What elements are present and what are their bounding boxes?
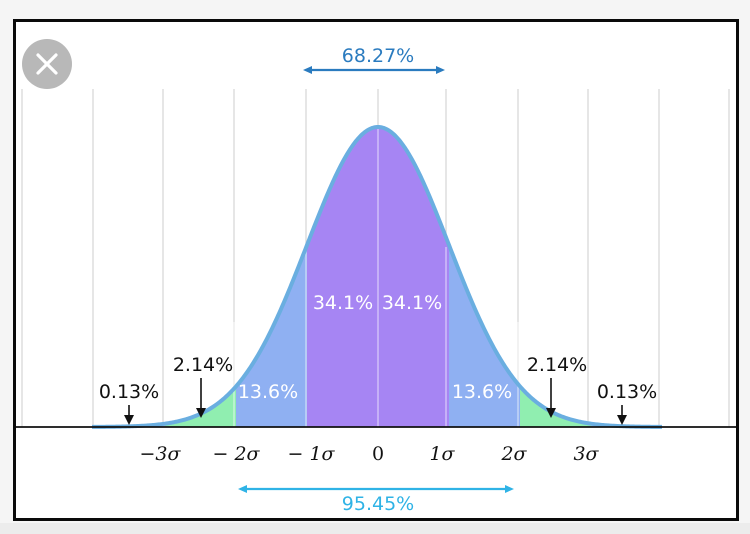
middle-right-label: 13.6% [452,381,512,403]
close-icon [36,53,58,75]
tick-minus-1-sigma: − 1σ [287,443,335,465]
figure-frame: 68.27% 95.45% 34.1% 34.1% 13.6% 13.6% 2.… [13,19,739,521]
middle-left-label: 13.6% [238,381,298,403]
bell-curve [91,124,663,429]
top-range-label: 68.27% [342,45,414,67]
outer-left-label: 2.14% [173,354,233,376]
outer-right-label: 2.14% [527,354,587,376]
tick-2-sigma: 2σ [500,443,527,465]
tick-3-sigma: 3σ [573,443,599,465]
bottom-strip [0,523,750,534]
tail-right-label: 0.13% [597,381,657,403]
tick-minus-3-sigma: −3σ [140,443,182,465]
region-outer-right [520,386,591,427]
tail-left-label: 0.13% [99,381,159,403]
inner-gridlines [233,126,519,427]
region-inner-right [378,127,449,427]
inner-left-label: 34.1% [313,292,373,314]
close-button[interactable] [22,39,72,89]
bottom-range-label: 95.45% [342,493,414,515]
region-inner-left [307,127,378,427]
tick-1-sigma: 1σ [429,443,455,465]
normal-distribution-diagram: 68.27% 95.45% 34.1% 34.1% 13.6% 13.6% 2.… [16,45,736,515]
region-outer-left [165,386,236,427]
tick-zero: 0 [372,443,384,465]
tick-minus-2-sigma: − 2σ [212,443,260,465]
inner-right-label: 34.1% [382,292,442,314]
